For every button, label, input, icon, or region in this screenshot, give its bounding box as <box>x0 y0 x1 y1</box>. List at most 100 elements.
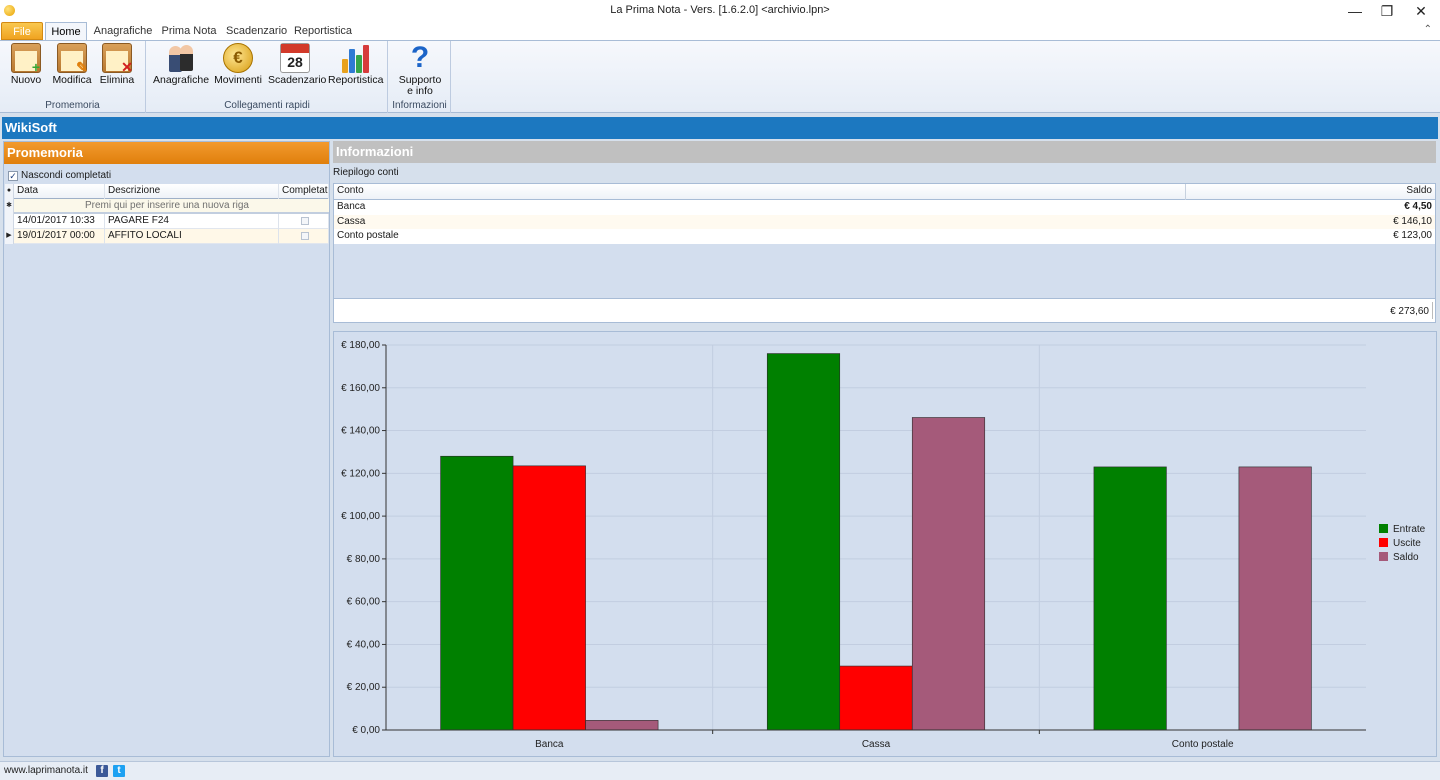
minimize-button[interactable]: — <box>1348 3 1362 19</box>
cell-conto: Conto postale <box>337 230 399 241</box>
ribbon-group-promemoria: + Nuovo ✎ Modifica ✕ Elimina Promemoria <box>0 41 146 113</box>
completato-checkbox[interactable] <box>301 232 309 240</box>
select-all-icon[interactable]: ● <box>5 184 14 199</box>
ribbon-group-collegamenti: Anagrafiche € Movimenti 28 Scadenzario R… <box>147 41 388 113</box>
scadenzario-button[interactable]: 28 Scadenzario <box>268 43 327 86</box>
bar-chart-icon <box>340 43 370 73</box>
cell-completato[interactable] <box>279 229 329 244</box>
promemoria-panel: Promemoria ✓ Nascondi completati ● Data … <box>3 141 330 757</box>
ribbon-group-informazioni: ? Supporto e info Informazioni <box>389 41 451 113</box>
restore-button[interactable]: ❐ <box>1380 3 1394 19</box>
legend-swatch <box>1379 524 1388 533</box>
cell-data[interactable]: 19/01/2017 00:00 <box>14 229 105 244</box>
modifica-button[interactable]: ✎ Modifica <box>52 43 92 86</box>
cell-descrizione[interactable]: PAGARE F24 <box>105 214 279 229</box>
riepilogo-label: Riepilogo conti <box>333 167 399 178</box>
column-header-completato[interactable]: Completato <box>279 184 329 199</box>
legend-label: Entrate <box>1393 524 1426 535</box>
checkbox-checked-icon[interactable]: ✓ <box>8 171 18 181</box>
elimina-button[interactable]: ✕ Elimina <box>99 43 135 86</box>
promemoria-grid: ● Data Descrizione Completato ✱ Premi qu… <box>5 184 329 244</box>
current-row-arrow-icon[interactable]: ▶ <box>5 229 14 244</box>
ribbon: + Nuovo ✎ Modifica ✕ Elimina Promemoria … <box>0 40 1440 113</box>
close-button[interactable]: ✕ <box>1415 3 1427 19</box>
column-divider[interactable] <box>1185 184 1186 200</box>
tab-file[interactable]: File <box>1 22 43 40</box>
chart-panel: € 0,00 € 20,00 € 40,00 € 60,00 € 80,00 € 100,… <box>333 331 1437 757</box>
cell-descrizione[interactable]: AFFITO LOCALI <box>105 229 279 244</box>
people-icon <box>166 43 196 73</box>
bar-entrate <box>766 353 841 731</box>
tab-scadenzario[interactable]: Scadenzario <box>226 25 288 37</box>
legend-label: Saldo <box>1393 552 1419 563</box>
total-saldo: € 273,60 <box>1390 306 1429 317</box>
website-link[interactable]: www.laprimanota.it <box>4 765 88 776</box>
company-header: WikiSoft <box>2 117 1438 139</box>
group-label-promemoria: Promemoria <box>45 100 100 111</box>
table-row[interactable]: Cassa € 146,10 <box>334 214 1435 229</box>
conti-header-row: Conto Saldo <box>334 184 1435 200</box>
supporto-button[interactable]: ? Supporto e info <box>395 43 445 97</box>
note-delete-icon: ✕ <box>102 43 133 75</box>
cell-completato[interactable] <box>279 214 329 229</box>
tab-anagrafiche[interactable]: Anagrafiche <box>93 25 153 37</box>
tab-home[interactable]: Home <box>45 22 87 40</box>
nuovo-button[interactable]: + Nuovo <box>8 43 44 86</box>
cell-conto: Banca <box>337 201 366 212</box>
column-header-saldo[interactable]: Saldo <box>1406 185 1432 196</box>
legend-label: Uscite <box>1393 538 1421 549</box>
y-tick-label: € 60,00 <box>347 597 381 608</box>
title-bar: La Prima Nota - Vers. [1.6.2.0] <archivi… <box>0 0 1440 22</box>
hide-completed-checkbox[interactable]: ✓ Nascondi completati <box>8 169 111 183</box>
app-icon[interactable] <box>4 5 15 16</box>
new-row-placeholder[interactable]: ✱ Premi qui per inserire una nuova riga <box>5 199 329 214</box>
cell-data[interactable]: 14/01/2017 10:33 <box>14 214 105 229</box>
nuovo-label: Nuovo <box>10 74 42 86</box>
table-row[interactable]: Conto postale € 123,00 <box>334 229 1435 244</box>
completato-checkbox[interactable] <box>301 217 309 225</box>
informazioni-panel: Informazioni Riepilogo conti Conto Saldo… <box>333 141 1437 325</box>
ribbon-collapse-icon[interactable]: ⌃ <box>1423 24 1432 35</box>
note-edit-icon: ✎ <box>57 43 88 75</box>
row-selector[interactable] <box>5 214 14 229</box>
movimenti-label: Movimenti <box>214 74 262 86</box>
conti-total-row: € 273,60 <box>333 298 1436 323</box>
bar-saldo <box>911 417 986 731</box>
y-tick-label: € 80,00 <box>347 554 381 565</box>
euro-coins-icon: € <box>223 43 253 73</box>
twitter-icon[interactable]: t <box>113 765 125 777</box>
movimenti-button[interactable]: € Movimenti <box>213 43 263 86</box>
column-header-conto[interactable]: Conto <box>337 185 364 196</box>
reportistica-button[interactable]: Reportistica <box>328 43 384 86</box>
conti-grid: Conto Saldo Banca € 4,50 Cassa € 146,10 … <box>333 183 1436 299</box>
table-row[interactable]: ▶ 19/01/2017 00:00 AFFITO LOCALI <box>5 229 329 244</box>
informazioni-title: Informazioni <box>333 141 1436 163</box>
table-row[interactable]: Banca € 4,50 <box>334 200 1435 215</box>
legend-swatch <box>1379 538 1388 547</box>
window-title: La Prima Nota - Vers. [1.6.2.0] <archivi… <box>610 4 830 16</box>
anagrafiche-button[interactable]: Anagrafiche <box>153 43 209 86</box>
facebook-icon[interactable]: f <box>96 765 108 777</box>
supporto-label-1: Supporto <box>398 74 442 86</box>
reportistica-label: Reportistica <box>328 74 384 86</box>
table-row[interactable]: 14/01/2017 10:33 PAGARE F24 <box>5 214 329 229</box>
status-bar: www.laprimanota.it f t <box>0 761 1440 780</box>
y-tick-label: € 160,00 <box>341 383 380 394</box>
tab-prima-nota[interactable]: Prima Nota <box>161 25 217 37</box>
y-tick-label: € 0,00 <box>352 725 380 736</box>
bar-entrate <box>1093 466 1167 731</box>
scadenzario-label: Scadenzario <box>268 74 327 86</box>
supporto-label-2: e info <box>407 85 433 97</box>
tab-reportistica[interactable]: Reportistica <box>293 25 353 37</box>
bar-chart: € 0,00 € 20,00 € 40,00 € 60,00 € 80,00 € 100,… <box>341 340 1426 750</box>
help-icon: ? <box>410 41 430 74</box>
grid-header-row: ● Data Descrizione Completato <box>5 184 329 199</box>
column-header-descrizione[interactable]: Descrizione <box>105 184 279 199</box>
x-tick-label: Cassa <box>862 739 891 750</box>
note-add-icon: + <box>11 43 41 75</box>
y-tick-label: € 140,00 <box>341 426 380 437</box>
y-tick-label: € 100,00 <box>341 511 380 522</box>
y-tick-label: € 120,00 <box>341 468 380 479</box>
cell-saldo: € 146,10 <box>1393 215 1432 227</box>
column-header-data[interactable]: Data <box>14 184 105 199</box>
